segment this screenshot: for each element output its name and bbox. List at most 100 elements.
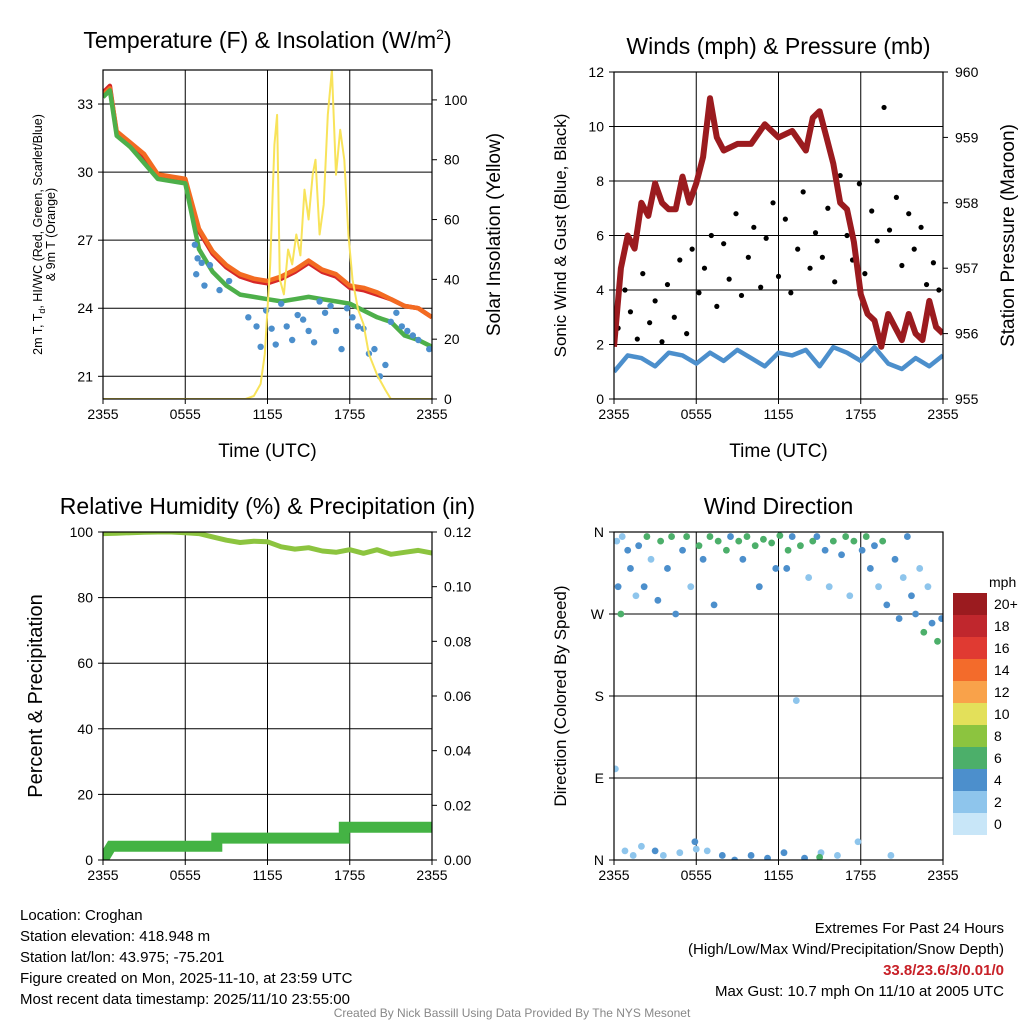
direction-point <box>842 533 850 540</box>
panel-winds: 2355 0555 1155 1755 235502468101295595695795… <box>551 33 1019 462</box>
extremes-values: 33.8/23.6/3/0.01/0 <box>883 962 1004 979</box>
direction-point <box>664 565 671 572</box>
series-point <box>684 331 690 337</box>
y-tick-label: S <box>595 688 604 704</box>
series-point <box>288 336 296 344</box>
series-point <box>689 246 695 252</box>
series-point <box>640 271 646 277</box>
series-point <box>338 345 345 353</box>
y2-tick-label: 0.10 <box>444 579 471 595</box>
series-point <box>788 290 794 296</box>
series-point <box>906 211 912 217</box>
series-point <box>253 323 260 330</box>
series-point <box>332 327 340 335</box>
colorbar-label: 10 <box>994 706 1010 722</box>
direction-point <box>772 565 780 572</box>
x-tick-label: 2355 <box>416 867 447 883</box>
extremes-title: Extremes For Past 24 Hours <box>814 920 1004 937</box>
direction-point <box>703 847 711 855</box>
direction-point <box>679 546 686 554</box>
direction-point <box>938 615 943 622</box>
y-tick-label: 10 <box>588 119 604 135</box>
series-point <box>382 361 389 369</box>
direction-point <box>903 533 911 540</box>
series-point <box>393 309 400 316</box>
series-point <box>886 227 893 233</box>
x-axis-label: Time (UTC) <box>218 441 317 462</box>
direction-point <box>727 533 734 540</box>
direction-point <box>743 533 751 540</box>
colorbar-label: 20+ <box>994 596 1018 612</box>
direction-point <box>659 852 667 859</box>
y-tick-label: 0 <box>85 852 93 868</box>
recent-data-text: Most recent data timestamp: 2025/11/10 2… <box>20 991 350 1008</box>
direction-point <box>735 537 743 545</box>
series-point <box>812 230 819 236</box>
series-line <box>614 95 943 350</box>
y2-tick-label: 0.02 <box>444 797 471 813</box>
direction-point <box>760 535 767 543</box>
y-tick-label: 80 <box>77 590 93 606</box>
direction-point <box>643 533 651 540</box>
x-tick-label: 2355 <box>416 406 447 422</box>
x-tick-label: 2355 <box>598 406 629 422</box>
series-point <box>278 300 285 307</box>
direction-point <box>751 542 759 550</box>
direction-point <box>651 847 659 855</box>
colorbar-label: 4 <box>994 772 1002 788</box>
colorbar-swatch <box>953 637 987 659</box>
direction-point <box>618 533 626 540</box>
series-point <box>634 336 640 342</box>
direction-point <box>627 565 634 572</box>
colorbar-title: mph <box>989 574 1016 590</box>
figure: 2355 0555 1155 1755 235521242730330204060801… <box>25 26 1019 883</box>
extremes-info: Extremes For Past 24 Hours (High/Low/Max… <box>688 918 1004 1002</box>
direction-point <box>883 601 891 609</box>
direction-point <box>784 546 792 554</box>
title-superscript: 2 <box>436 26 444 42</box>
panel-rh: 2355 0555 1155 1755 23550204060801000.000.02… <box>25 493 475 883</box>
y2-tick-label: 959 <box>955 129 979 145</box>
y2-tick-label: 955 <box>955 391 979 407</box>
series-group <box>614 532 943 860</box>
series-point <box>837 172 843 179</box>
elevation-text: Station elevation: 418.948 m <box>20 928 211 945</box>
title-close: ) <box>444 27 452 53</box>
y2-axis-label: Solar Insolation (Yellow) <box>484 133 505 336</box>
colorbar-label: 6 <box>994 750 1002 766</box>
series-point <box>825 205 831 211</box>
series-point <box>310 339 318 346</box>
colorbar-swatch <box>953 703 987 725</box>
series-point <box>245 314 252 321</box>
series-point <box>770 200 776 206</box>
direction-point <box>834 852 841 859</box>
direction-point <box>797 542 804 550</box>
x-tick-label: 1155 <box>252 867 282 883</box>
direction-point <box>783 565 791 572</box>
series-point <box>726 276 732 282</box>
y-tick-label: N <box>594 524 604 540</box>
series-point <box>862 271 868 277</box>
y2-tick-label: 960 <box>955 64 979 80</box>
x-tick-label: 0555 <box>170 406 201 422</box>
series-point <box>415 336 422 344</box>
direction-point <box>731 856 739 860</box>
direction-point <box>621 847 629 855</box>
series-point <box>622 287 628 293</box>
y-tick-label: 30 <box>77 164 93 180</box>
y-tick-label: 21 <box>77 368 93 384</box>
direction-point <box>718 852 726 859</box>
y2-tick-label: 40 <box>444 271 460 287</box>
direction-point <box>668 533 675 540</box>
direction-point <box>809 537 817 545</box>
series-point <box>832 279 838 285</box>
series-point <box>930 260 937 266</box>
y-tick-label: 60 <box>77 655 93 671</box>
direction-point <box>829 537 837 545</box>
x-tick-label: 0555 <box>681 406 712 422</box>
colorbar-swatch <box>953 725 987 747</box>
series-point <box>708 232 714 239</box>
series-point <box>343 305 351 312</box>
series-point <box>321 309 329 316</box>
direction-point <box>672 610 680 618</box>
